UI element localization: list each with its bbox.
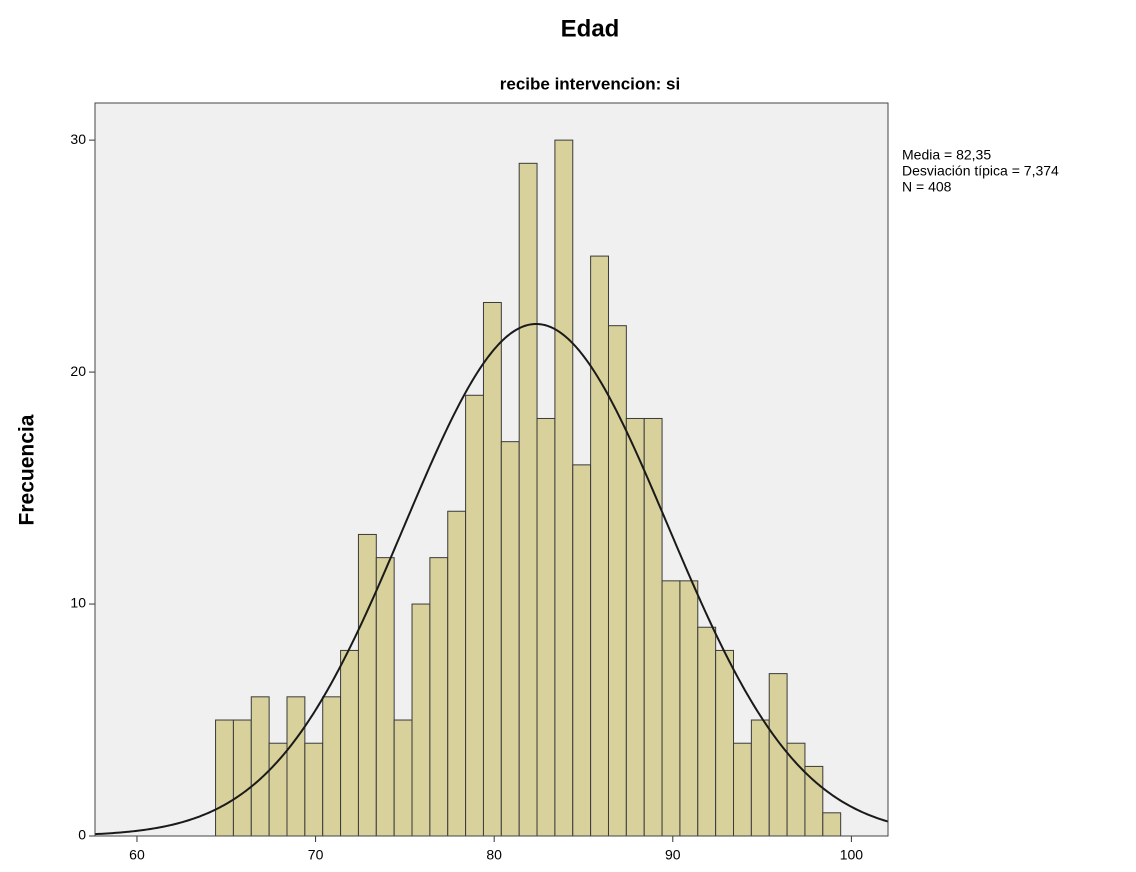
stats-annotation: Media = 82,35 (902, 147, 991, 163)
bar (822, 812, 842, 837)
bar (322, 696, 342, 837)
x-tick-label: 60 (129, 847, 145, 863)
bar (518, 162, 538, 837)
bar (643, 417, 663, 837)
bar (393, 719, 413, 837)
x-tick-label: 90 (665, 847, 681, 863)
x-tick-label: 70 (308, 847, 324, 863)
bar (232, 719, 252, 837)
bar (804, 765, 824, 837)
bar (715, 649, 735, 837)
y-tick-label: 30 (70, 131, 86, 147)
stats-annotation: Desviación típica = 7,374 (902, 163, 1059, 179)
bar (625, 417, 645, 837)
bar (750, 719, 770, 837)
bar (304, 742, 324, 837)
bar (768, 673, 788, 837)
bar (679, 580, 699, 837)
bar (733, 742, 752, 837)
bar (340, 649, 359, 837)
bar (357, 533, 377, 837)
bar (429, 557, 449, 837)
x-tick-label: 100 (840, 847, 864, 863)
bar (447, 510, 467, 837)
bar (411, 603, 431, 837)
bar (482, 301, 502, 837)
bar (536, 417, 556, 837)
plot-border (94, 102, 889, 837)
bar (268, 742, 288, 837)
x-tick-label: 80 (486, 847, 502, 863)
bar (250, 696, 270, 837)
y-tick-label: 10 (70, 595, 86, 611)
stats-annotation: N = 408 (902, 179, 952, 195)
y-tick-label: 0 (78, 827, 86, 843)
chart-title: Edad (561, 15, 620, 42)
bar (661, 580, 681, 837)
chart-subtitle: recibe intervencion: si (500, 74, 680, 93)
bar (465, 394, 484, 837)
bar (590, 255, 609, 837)
normal-curve (94, 323, 889, 836)
bar (572, 464, 592, 837)
bar (375, 557, 395, 837)
y-tick-label: 20 (70, 363, 86, 379)
bar (697, 626, 717, 837)
y-axis-label: Frecuencia (16, 414, 39, 525)
bar (215, 719, 234, 837)
bar (500, 441, 520, 837)
bar (554, 139, 574, 837)
bar (286, 696, 306, 837)
